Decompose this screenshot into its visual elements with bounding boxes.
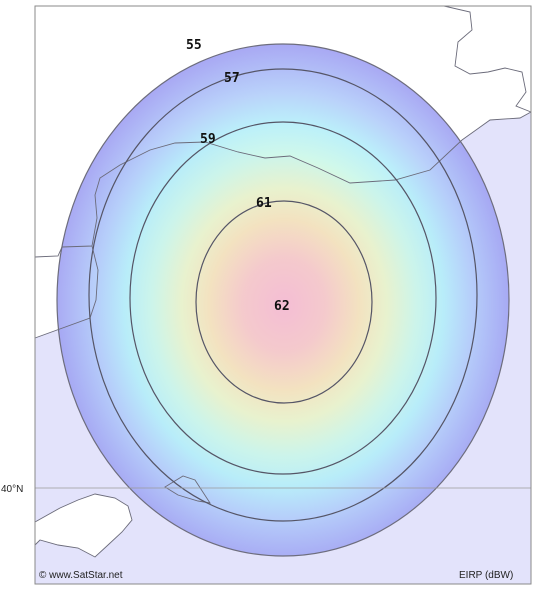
- contour-label-55: 55: [186, 38, 202, 53]
- coastline-southwest: [34, 493, 133, 558]
- contour-59: [129, 121, 437, 475]
- footprint-beam: [56, 43, 510, 557]
- land-southwest: [35, 494, 132, 557]
- contour-label-62: 62: [274, 299, 290, 314]
- contour-label-57: 57: [224, 71, 240, 86]
- contour-57: [88, 68, 478, 522]
- coastline-island: [164, 475, 211, 504]
- coastline-iberia: [34, 245, 99, 339]
- map-frame: [34, 5, 532, 585]
- contour-label-61: 61: [256, 196, 272, 211]
- legend-label: EIRP (dBW): [459, 570, 513, 581]
- credit-text: © www.SatStar.net: [39, 570, 123, 581]
- contour-label-59: 59: [200, 132, 216, 147]
- coastline-northeast: [443, 5, 532, 113]
- contour-61: [195, 200, 373, 404]
- land-northeast: [444, 6, 531, 112]
- latitude-label: 40°N: [1, 484, 23, 495]
- coastline: [34, 111, 532, 258]
